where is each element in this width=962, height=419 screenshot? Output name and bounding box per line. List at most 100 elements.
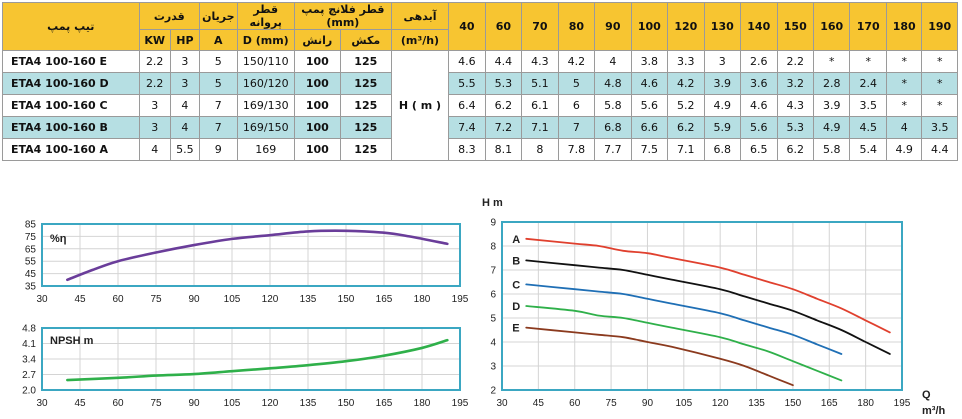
series-line-C bbox=[525, 283, 843, 355]
y-tick-label: 4 bbox=[490, 338, 496, 349]
x-tick-label: 195 bbox=[894, 398, 911, 409]
x-tick-label: 30 bbox=[36, 398, 48, 409]
plot-frame bbox=[501, 221, 903, 391]
x-tick-label: 120 bbox=[262, 398, 279, 409]
head-value-cell: 2.2 bbox=[776, 50, 815, 73]
head-value-cell: * bbox=[921, 50, 958, 73]
y-tick-label: 45 bbox=[25, 269, 37, 280]
flow-col-4: 90 bbox=[594, 2, 632, 51]
head-value-cell: 6.2 bbox=[667, 116, 705, 139]
a-cell: 9 bbox=[199, 138, 238, 161]
x-tick-label: 90 bbox=[188, 398, 200, 409]
kw-cell: 3 bbox=[138, 94, 171, 117]
header-suction: مکش bbox=[339, 29, 392, 51]
x-tick-label: 150 bbox=[338, 294, 355, 305]
series-line-D bbox=[525, 305, 843, 382]
a-cell: 5 bbox=[199, 50, 238, 73]
head-value-cell: * bbox=[885, 50, 923, 73]
head-value-cell: 6.1 bbox=[521, 94, 559, 117]
head-value-cell: 3.9 bbox=[703, 72, 742, 95]
head-value-cell: 8.3 bbox=[448, 138, 486, 161]
kw-cell: 2.2 bbox=[138, 50, 171, 73]
head-value-cell: 4.4 bbox=[921, 138, 958, 161]
x-tick-label: 105 bbox=[224, 294, 241, 305]
head-value-cell: 4.9 bbox=[812, 116, 851, 139]
header-impeller-unit: D (mm) bbox=[236, 29, 295, 51]
head-value-cell: 3 bbox=[703, 50, 742, 73]
head-value-cell: 2.4 bbox=[849, 72, 887, 95]
flow-col-5: 100 bbox=[630, 2, 669, 51]
head-value-cell: * bbox=[921, 72, 958, 95]
head-value-cell: 4.2 bbox=[557, 50, 596, 73]
series-line-A bbox=[525, 237, 891, 334]
head-value-cell: 4.3 bbox=[521, 50, 559, 73]
head-value-cell: 6 bbox=[557, 94, 596, 117]
head-value-cell: 5.3 bbox=[484, 72, 523, 95]
head-value-cell: 3.5 bbox=[921, 116, 958, 139]
table-row: ETA4 100-160 D 2.2 3 5 160/120 100 125 5.5 5.3 5.… bbox=[2, 72, 958, 95]
header-kw: KW bbox=[138, 29, 171, 51]
hp-cell: 5.5 bbox=[169, 138, 201, 161]
head-value-cell: 5.5 bbox=[448, 72, 486, 95]
head-value-cell: 4 bbox=[594, 50, 632, 73]
head-value-cell: 5 bbox=[557, 72, 596, 95]
model-cell: ETA4 100-160 E bbox=[2, 50, 140, 73]
head-value-cell: 3.2 bbox=[776, 72, 815, 95]
x-axis-label: Q bbox=[922, 389, 931, 401]
table-row: ETA4 100-160 A 4 5.5 9 169 100 125 8.3 8.1 8 7.8 7.… bbox=[2, 138, 958, 161]
head-value-cell: 3.5 bbox=[849, 94, 887, 117]
x-tick-label: 135 bbox=[300, 294, 317, 305]
table-row: ETA4 100-160 E 2.2 3 5 150/110 100 125 H ( m ) 4… bbox=[2, 50, 958, 161]
header-flow-unit: (m³/h) bbox=[390, 29, 450, 51]
y-axis-label: H m bbox=[482, 197, 503, 209]
head-value-cell: 5.4 bbox=[849, 138, 887, 161]
efficiency-label: %η bbox=[50, 233, 67, 245]
head-value-cell: 4.2 bbox=[667, 72, 705, 95]
x-tick-label: 105 bbox=[224, 398, 241, 409]
header-flow: آبدهی bbox=[390, 2, 450, 30]
discharge-cell: 100 bbox=[293, 138, 341, 161]
x-tick-label: 105 bbox=[675, 398, 692, 409]
head-value-cell: 2.6 bbox=[740, 50, 778, 73]
suction-cell: 125 bbox=[339, 72, 392, 95]
spec-body: ETA4 100-160 E 2.2 3 5 150/110 100 125 H ( m ) 4… bbox=[2, 50, 958, 161]
head-value-cell: 5.8 bbox=[812, 138, 851, 161]
y-tick-label: 6 bbox=[490, 290, 496, 301]
flow-col-3: 80 bbox=[557, 2, 596, 51]
y-tick-label: 2 bbox=[490, 386, 496, 397]
series-label-C: C bbox=[512, 279, 520, 291]
spec-table: تیپ پمپ قدرت جریان قطر پروانه قطر فلانچ … bbox=[2, 2, 958, 161]
head-value-cell: 4.9 bbox=[885, 138, 923, 161]
discharge-cell: 100 bbox=[293, 94, 341, 117]
head-value-cell: 4.4 bbox=[484, 50, 523, 73]
d-cell: 150/110 bbox=[236, 50, 295, 73]
suction-cell: 125 bbox=[339, 94, 392, 117]
series-label-D: D bbox=[512, 301, 520, 313]
series-label-B: B bbox=[512, 255, 520, 267]
x-tick-label: 165 bbox=[376, 294, 393, 305]
x-tick-label: 45 bbox=[74, 294, 86, 305]
header-current: جریان bbox=[199, 2, 238, 30]
x-tick-label: 30 bbox=[36, 294, 48, 305]
head-value-cell: 4 bbox=[885, 116, 923, 139]
x-tick-label: 120 bbox=[262, 294, 279, 305]
plot-frame bbox=[41, 327, 461, 391]
header-flange: قطر فلانچ پمپ (mm) bbox=[293, 2, 392, 30]
flow-col-8: 140 bbox=[740, 2, 778, 51]
flow-col-2: 70 bbox=[521, 2, 559, 51]
x-tick-label: 75 bbox=[150, 294, 162, 305]
head-value-cell: 7.2 bbox=[484, 116, 523, 139]
x-tick-label: 75 bbox=[150, 398, 162, 409]
series-line-B bbox=[525, 259, 891, 355]
head-value-cell: 6.8 bbox=[594, 116, 632, 139]
x-tick-label: 90 bbox=[642, 398, 654, 409]
flow-col-12: 180 bbox=[885, 2, 923, 51]
npsh-chart: 30 45 60 75 90 105 120 135 150 165 180 195 2.0 2.7 3.4… bbox=[22, 324, 469, 410]
head-value-cell: 4.5 bbox=[849, 116, 887, 139]
y-tick-label: 75 bbox=[25, 232, 37, 243]
series-label-A: A bbox=[512, 234, 520, 246]
head-value-cell: 4.3 bbox=[776, 94, 815, 117]
subheader-row: KW HP A D (mm) رانش مکش (m³/h) bbox=[3, 29, 958, 51]
header-amp: A bbox=[199, 29, 238, 51]
head-value-cell: 6.6 bbox=[630, 116, 669, 139]
